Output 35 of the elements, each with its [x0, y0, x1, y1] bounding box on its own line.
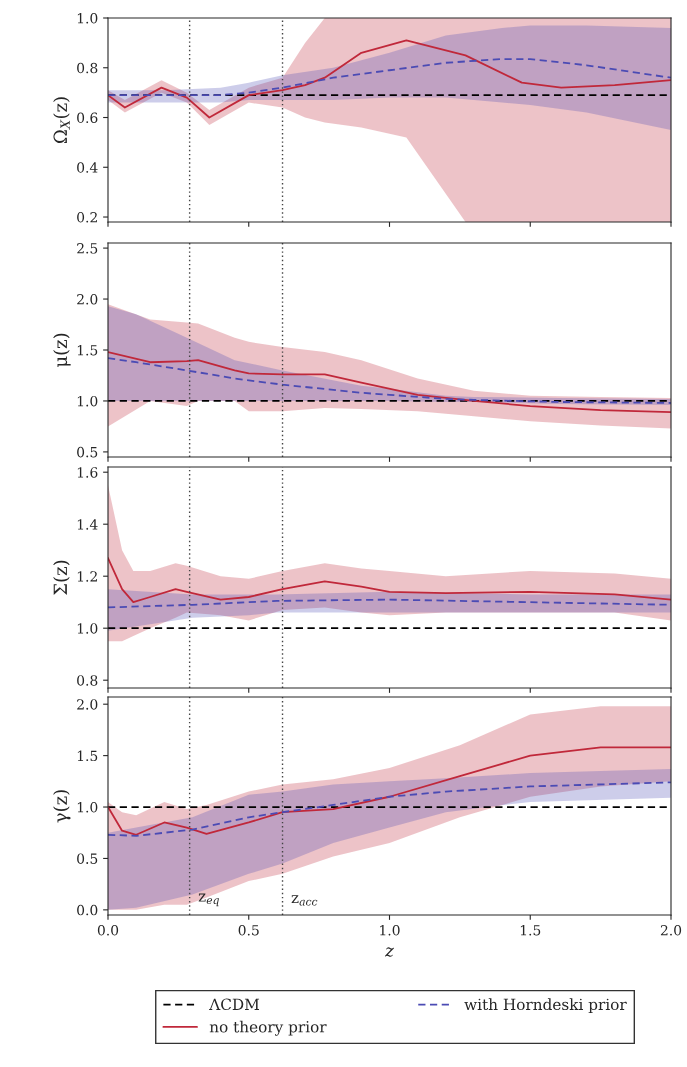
- legend-label: with Horndeski prior: [464, 998, 627, 1014]
- y-tick-label: 1.0: [77, 623, 98, 634]
- y-tick-label: 2.5: [77, 243, 98, 254]
- y-tick-label: 0.8: [77, 62, 98, 74]
- y-axis-title: μ(z): [53, 333, 71, 368]
- y-tick-label: 1.2: [77, 571, 97, 582]
- y-tick-label: 0.0: [77, 904, 98, 916]
- y-tick-label: 1.5: [77, 344, 98, 356]
- y-axis-title: γ(z): [53, 790, 71, 823]
- x-tick-label: 2.0: [660, 924, 682, 936]
- y-tick-label: 0.8: [77, 675, 98, 686]
- x-tick-label: 1.0: [380, 924, 400, 936]
- legend-label: ΛCDM: [209, 998, 260, 1011]
- y-axis-title: Ω$_{X}$(z): [53, 97, 70, 143]
- y-tick-label: 2.0: [77, 699, 98, 710]
- y-tick-label: 1.0: [77, 395, 98, 407]
- x-tick-label: 0.0: [97, 924, 119, 936]
- y-tick-label: 0.6: [77, 112, 98, 123]
- y-tick-label: 1.0: [77, 12, 98, 24]
- legend-label: no theory prior: [209, 1020, 327, 1036]
- ref-line-label: z$_{acc}$: [291, 895, 318, 906]
- y-tick-label: 2.0: [77, 294, 98, 305]
- y-tick-label: 0.2: [77, 211, 97, 223]
- y-tick-label: 0.5: [77, 446, 98, 458]
- x-tick-label: 1.5: [520, 924, 541, 936]
- ref-line-label: z$_{eq}$: [198, 893, 219, 907]
- y-tick-label: 0.4: [77, 162, 98, 173]
- y-tick-label: 0.5: [77, 853, 98, 864]
- y-axis-title: Σ(z): [53, 560, 70, 595]
- x-tick-label: 0.5: [238, 924, 259, 936]
- y-tick-label: 1.4: [77, 519, 98, 530]
- x-axis-title: z: [384, 947, 394, 957]
- y-tick-label: 1.6: [77, 467, 98, 478]
- y-tick-label: 1.5: [77, 750, 98, 762]
- y-tick-label: 1.0: [77, 802, 98, 813]
